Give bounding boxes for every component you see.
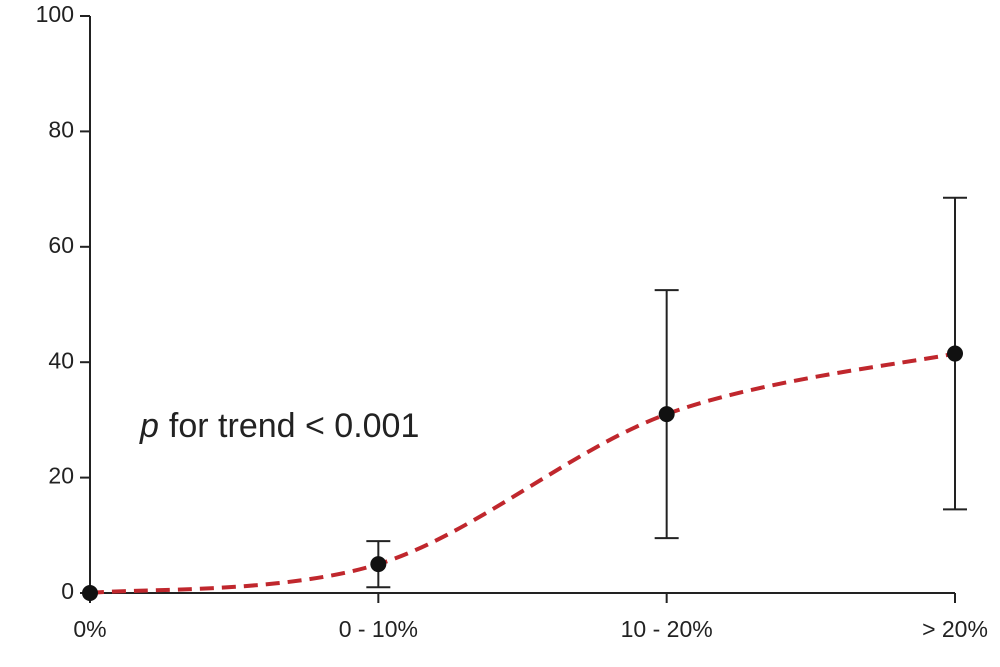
y-tick-label: 100: [36, 1, 74, 27]
point: [658, 406, 675, 423]
y-tick-label: 80: [48, 116, 74, 142]
y-tick-label: 20: [48, 463, 74, 489]
annotation: p for trend < 0.001: [139, 407, 419, 445]
trend-line: [89, 351, 956, 595]
x-tick-label: 10 - 20%: [621, 616, 713, 642]
x-tick-label: 0%: [73, 616, 106, 642]
x-tick-label: > 20%: [922, 616, 988, 642]
annotation-italic: p: [139, 407, 159, 445]
point: [370, 556, 387, 573]
annotation-text: for trend < 0.001: [169, 407, 419, 445]
y-tick-label: 40: [48, 347, 74, 373]
y-tick-label: 60: [48, 232, 74, 258]
y-tick-label: 0: [61, 578, 74, 604]
point: [82, 585, 98, 601]
point: [947, 345, 963, 362]
x-tick-label: 0 - 10%: [339, 616, 418, 642]
